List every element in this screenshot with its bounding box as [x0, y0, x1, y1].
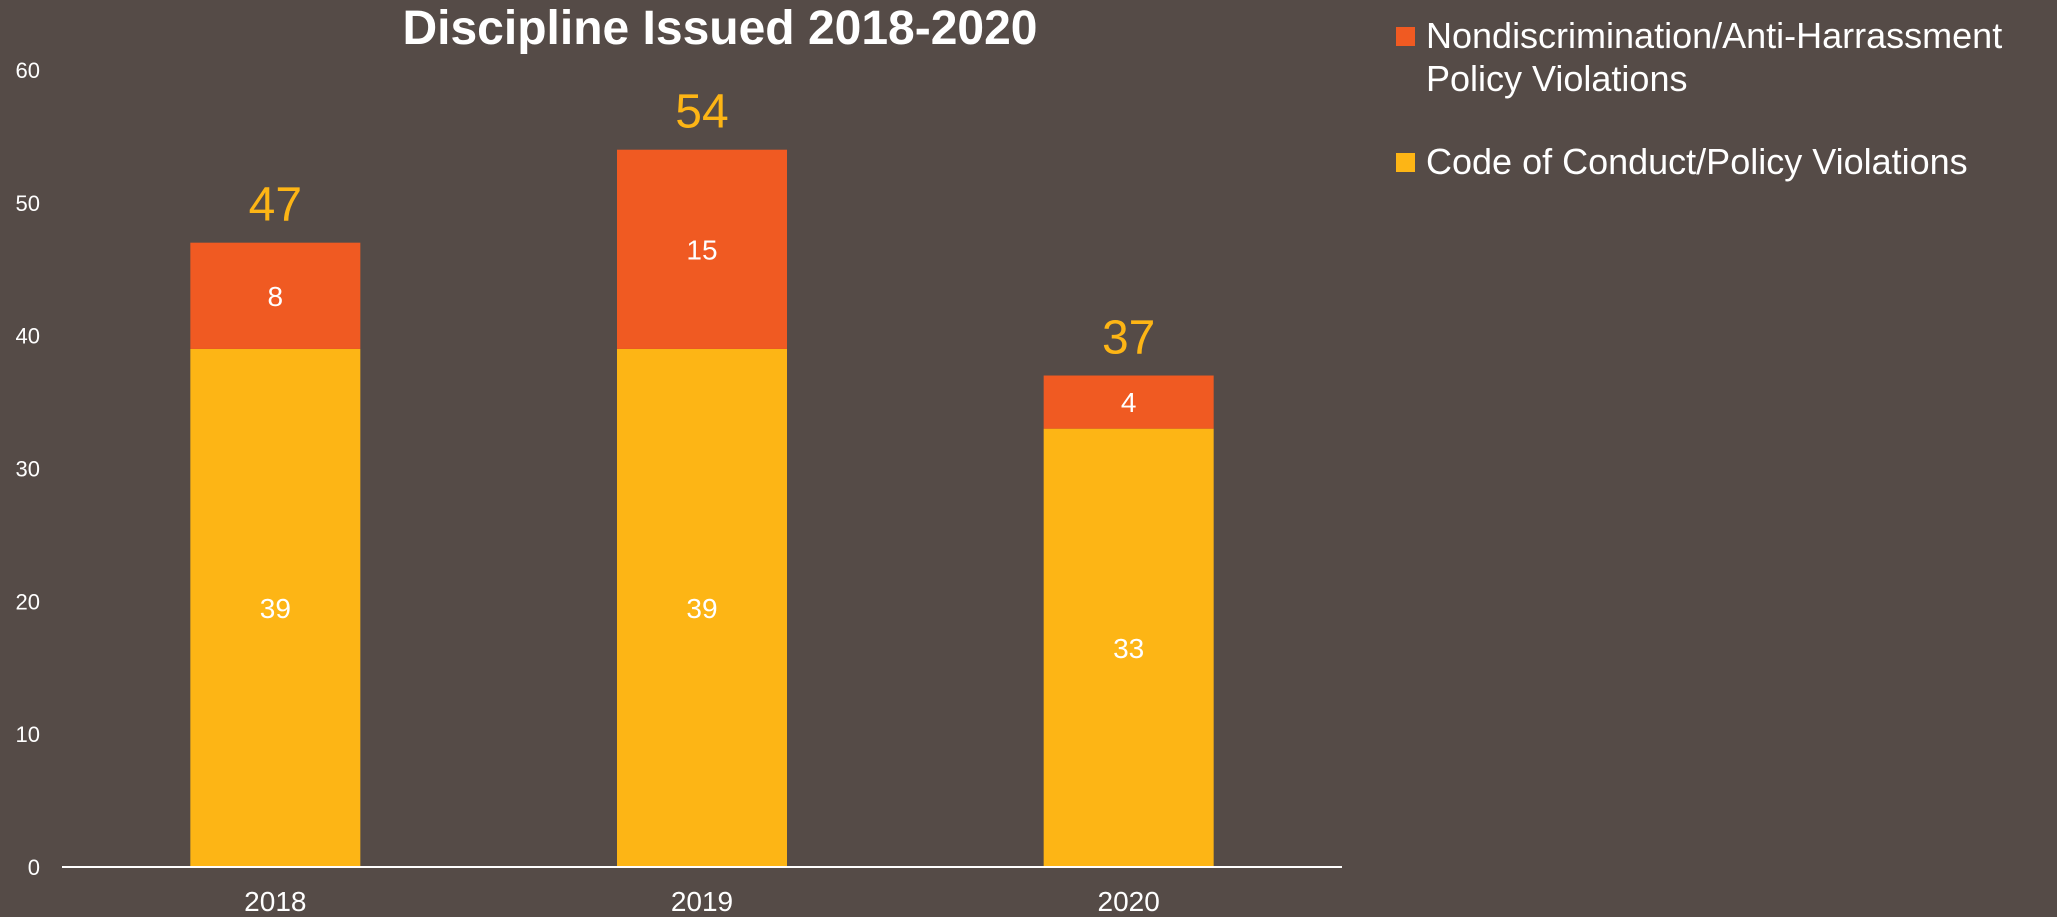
legend-item-code-of-conduct: Code of Conduct/Policy Violations [1396, 140, 2036, 183]
data-label: 4 [1121, 387, 1137, 418]
data-label: 33 [1113, 633, 1144, 664]
x-axis: 2018 2019 2020 [244, 886, 1160, 917]
y-tick-label: 30 [16, 457, 40, 482]
y-tick-label: 20 [16, 589, 40, 614]
bar-group: 39 8 47 39 15 54 33 4 37 [190, 86, 1214, 867]
data-label: 15 [686, 234, 717, 265]
x-tick-label: 2019 [671, 886, 733, 917]
chart-title: Discipline Issued 2018-2020 [402, 2, 1037, 55]
bar-segment [1043, 375, 1214, 429]
total-label: 37 [1102, 312, 1155, 365]
y-tick-label: 10 [16, 722, 40, 747]
legend-label-nondiscrimination: Nondiscrimination/Anti-Harrassment Polic… [1426, 15, 2003, 99]
x-tick-label: 2020 [1098, 886, 1160, 917]
bar-segment [190, 242, 361, 349]
y-axis: 0 10 20 30 40 50 60 [16, 58, 40, 880]
legend-swatch-code-of-conduct [1396, 153, 1415, 172]
data-label: 8 [268, 281, 284, 312]
bar-segment [617, 149, 787, 349]
bar-segment [1043, 428, 1214, 867]
total-label: 54 [675, 86, 728, 139]
legend: Nondiscrimination/Anti-Harrassment Polic… [1396, 14, 2036, 223]
legend-swatch-nondiscrimination [1396, 27, 1415, 46]
y-tick-label: 0 [28, 855, 40, 880]
y-tick-label: 60 [16, 58, 40, 83]
total-label: 47 [249, 179, 302, 232]
data-label: 39 [260, 593, 291, 624]
x-tick-label: 2018 [244, 886, 306, 917]
bar-segment [190, 348, 361, 867]
y-tick-label: 40 [16, 324, 40, 349]
legend-item-nondiscrimination: Nondiscrimination/Anti-Harrassment Polic… [1396, 14, 2036, 100]
bar-segment [617, 348, 787, 867]
data-label: 39 [686, 593, 717, 624]
y-tick-label: 50 [16, 191, 40, 216]
legend-label-code-of-conduct: Code of Conduct/Policy Violations [1426, 141, 1968, 182]
